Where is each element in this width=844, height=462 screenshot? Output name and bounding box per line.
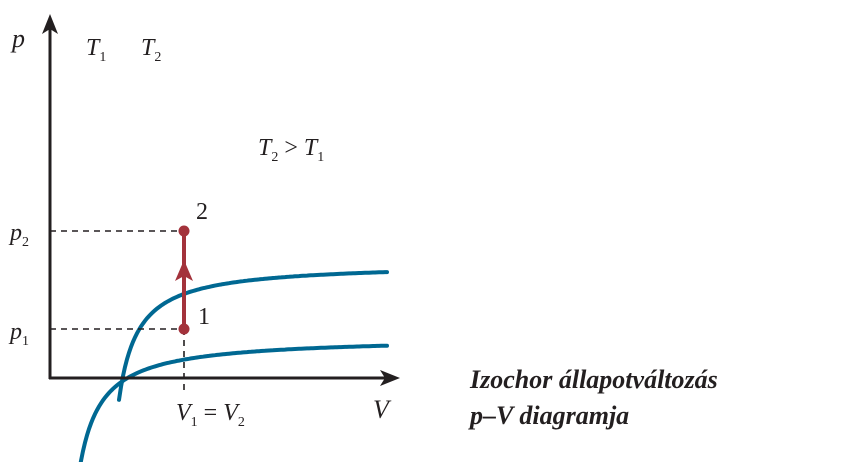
t2-curve-label: T2 (141, 35, 161, 65)
state-1-label: 1 (198, 304, 210, 330)
caption-line-1: Izochor állapotváltozás (470, 365, 718, 394)
state-1-point (178, 323, 190, 335)
state-2-point (178, 225, 190, 237)
caption-line-2: p–V diagramja (470, 401, 630, 430)
t1-curve-label: T1 (86, 35, 106, 65)
process-direction-arrow-icon (175, 260, 193, 281)
v1-equals-v2-tick-label: V1 = V2 (176, 400, 245, 430)
p-axis-label: p (10, 24, 25, 53)
temperature-relation: T2 > T1 (258, 135, 324, 165)
state-2-label: 2 (196, 199, 208, 225)
p2-tick-label: p2 (8, 220, 29, 250)
v-axis-label: V (373, 395, 392, 424)
diagram-caption: Izochor állapotváltozás p–V diagramja (470, 362, 830, 434)
p1-tick-label: p1 (8, 319, 29, 349)
isotherm-t2-curve (117, 270, 389, 402)
